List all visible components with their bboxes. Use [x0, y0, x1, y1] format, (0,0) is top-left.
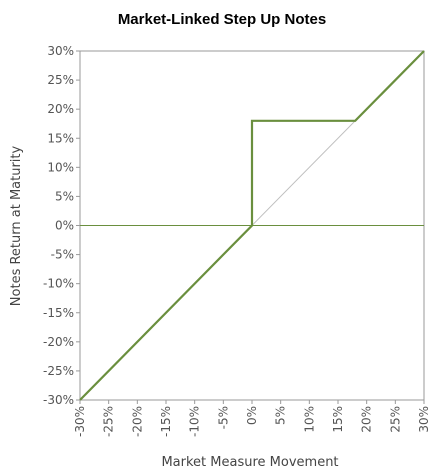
y-tick-label: -10% [43, 277, 74, 291]
x-tick-label: -15% [159, 406, 173, 437]
x-tick-label: 15% [331, 406, 345, 433]
x-tick-label: -20% [130, 406, 144, 437]
chart-title: Market-Linked Step Up Notes [118, 11, 326, 28]
plot-area: 30% 25% 20% 15% 10% 5% 0% -5% -10% -15% -20% -25% -3… [43, 44, 431, 437]
x-tick-label: -10% [188, 406, 202, 437]
x-tick-label: -30% [73, 406, 87, 437]
y-tick-label: -20% [43, 335, 74, 349]
x-tick-label: -25% [102, 406, 116, 437]
payoff-line [79, 50, 425, 401]
x-tick-label: 25% [388, 406, 402, 433]
x-tick-label: -5% [216, 406, 230, 429]
y-tick-label: 20% [47, 102, 74, 116]
y-tick-label: -5% [51, 248, 74, 262]
x-tick-label: 30% [417, 406, 431, 433]
y-tick-label: -25% [43, 364, 74, 378]
y-axis-title: Notes Return at Maturity [9, 145, 24, 306]
y-tick-label: 0% [55, 219, 74, 233]
y-tick-label: 30% [47, 44, 74, 58]
y-tick-label: -30% [43, 393, 74, 407]
x-tick-label: 20% [360, 406, 374, 433]
x-tick-label: 10% [302, 406, 316, 433]
x-tick-label: 0% [245, 406, 259, 425]
y-tick-label: 25% [47, 73, 74, 87]
y-tick-label: 5% [55, 189, 74, 203]
y-tick-label: -15% [43, 306, 74, 320]
y-tick-label: 15% [47, 131, 74, 145]
x-tick-label: 5% [274, 406, 288, 425]
x-axis-title: Market Measure Movement [161, 455, 338, 470]
y-tick-label: 10% [47, 160, 74, 174]
